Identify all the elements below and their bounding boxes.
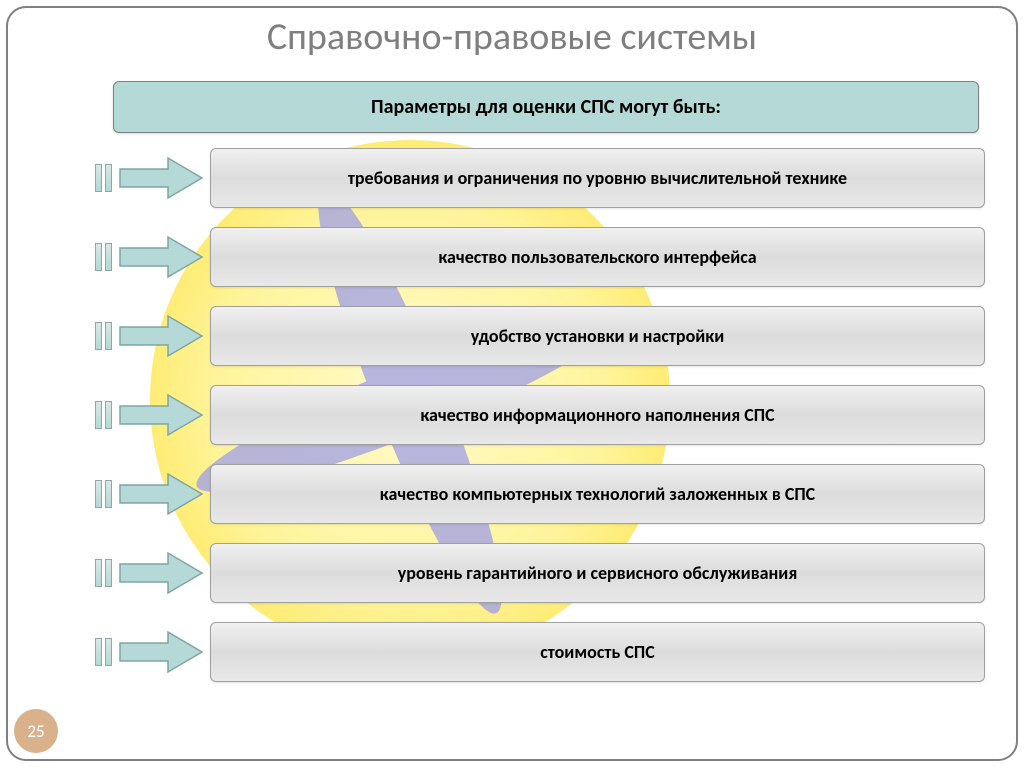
- arrow-right-icon: [118, 314, 204, 358]
- list-item: удобство установки и настройки: [95, 306, 985, 366]
- list-item: требования и ограничения по уровню вычис…: [95, 148, 985, 208]
- item-label: качество информационного наполнения СПС: [420, 404, 774, 427]
- arrow-right-icon: [118, 630, 204, 674]
- arrow-right-icon: [118, 156, 204, 200]
- item-box: качество информационного наполнения СПС: [210, 385, 985, 445]
- item-box: требования и ограничения по уровню вычис…: [210, 148, 985, 208]
- arrow-right-icon: [118, 551, 204, 595]
- item-box: качество пользовательского интерфейса: [210, 227, 985, 287]
- drag-handle-icon: [95, 559, 115, 587]
- item-label: стоимость СПС: [540, 641, 655, 664]
- list-item: стоимость СПС: [95, 622, 985, 682]
- arrow-right-icon: [118, 393, 204, 437]
- list-item: качество информационного наполнения СПС: [95, 385, 985, 445]
- drag-handle-icon: [95, 638, 115, 666]
- arrow-right-icon: [118, 472, 204, 516]
- drag-handle-icon: [95, 243, 115, 271]
- item-label: качество пользовательского интерфейса: [438, 246, 756, 269]
- list-item: качество пользовательского интерфейса: [95, 227, 985, 287]
- item-label: удобство установки и настройки: [471, 325, 724, 348]
- drag-handle-icon: [95, 401, 115, 429]
- item-label: уровень гарантийного и сервисного обслуж…: [398, 562, 798, 585]
- item-label: требования и ограничения по уровню вычис…: [348, 167, 847, 190]
- item-box: удобство установки и настройки: [210, 306, 985, 366]
- page-number-badge: 25: [14, 709, 58, 753]
- arrow-right-icon: [118, 235, 204, 279]
- item-box: уровень гарантийного и сервисного обслуж…: [210, 543, 985, 603]
- page-number: 25: [27, 721, 44, 742]
- header-text: Параметры для оценки СПС могут быть:: [371, 95, 721, 119]
- items-container: требования и ограничения по уровню вычис…: [95, 148, 985, 701]
- drag-handle-icon: [95, 164, 115, 192]
- slide-title: Справочно-правовые системы: [0, 14, 1024, 60]
- item-box: стоимость СПС: [210, 622, 985, 682]
- item-label: качество компьютерных технологий заложен…: [380, 483, 815, 506]
- item-box: качество компьютерных технологий заложен…: [210, 464, 985, 524]
- drag-handle-icon: [95, 480, 115, 508]
- list-item: уровень гарантийного и сервисного обслуж…: [95, 543, 985, 603]
- list-item: качество компьютерных технологий заложен…: [95, 464, 985, 524]
- drag-handle-icon: [95, 322, 115, 350]
- header-box: Параметры для оценки СПС могут быть:: [113, 81, 979, 133]
